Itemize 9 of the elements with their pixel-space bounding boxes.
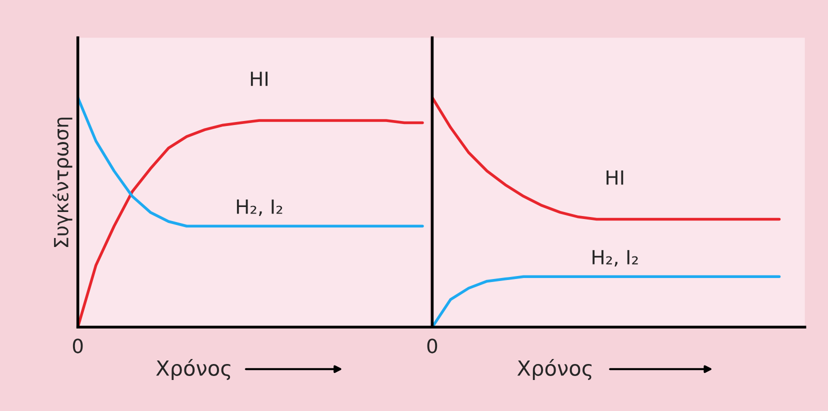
series-label: HI <box>250 72 268 86</box>
y-axis-title: Συγκέντρωση <box>52 118 72 248</box>
text: 0 <box>427 338 438 354</box>
series-label: H₂, I₂ <box>236 200 282 216</box>
text: 0 <box>72 338 83 354</box>
series-label: H₂, I₂ <box>592 250 638 267</box>
x-axis-title: Χρόνος <box>156 358 230 380</box>
x-axis-title: Χρόνος <box>517 358 592 380</box>
series-label: HI <box>606 170 624 185</box>
